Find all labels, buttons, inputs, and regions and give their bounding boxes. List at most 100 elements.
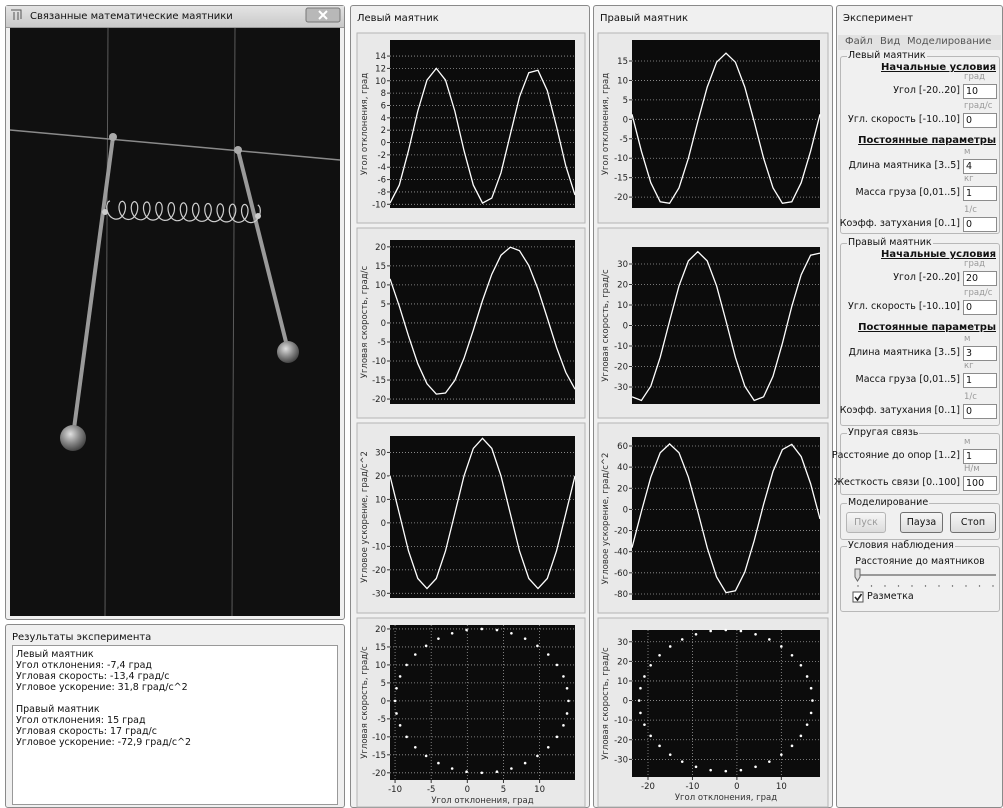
check-mark [854, 593, 863, 602]
x-tick-label: 5 [501, 785, 506, 795]
point [668, 645, 672, 648]
data-line [389, 67, 576, 204]
text-input[interactable]: 3 [963, 346, 997, 361]
text-input[interactable]: 20 [963, 271, 997, 286]
slider-thumb[interactable] [854, 568, 861, 582]
button[interactable]: Пауза [900, 512, 943, 533]
text-input[interactable]: 4 [963, 159, 997, 174]
y-tick-label: 20 [375, 243, 386, 253]
slider-tick [938, 585, 940, 587]
point [809, 711, 813, 715]
data-line [631, 52, 821, 205]
y-tick-label: -30 [614, 383, 628, 393]
point [724, 628, 728, 632]
menu-bar [838, 35, 1001, 50]
y-tick-label: -20 [372, 566, 386, 576]
point [639, 686, 642, 690]
pivot [109, 133, 117, 141]
scene-view [10, 28, 340, 616]
text-input[interactable]: 10 [963, 84, 997, 99]
x-tick-label: -10 [685, 782, 699, 792]
section-heading: Начальные условия [881, 249, 996, 260]
y-tick-label: 0 [381, 139, 386, 149]
y-tick-label: -10 [614, 342, 628, 352]
field-label: Жесткость связи [0..100] [833, 477, 960, 488]
y-tick-label: 6 [381, 101, 386, 111]
point [405, 663, 408, 667]
point [680, 760, 684, 764]
window-title: Левый маятник [357, 13, 439, 24]
point [495, 628, 499, 632]
field-label: Расстояние до опор [1..2] [831, 450, 960, 461]
point [754, 765, 757, 769]
text-input[interactable]: 0 [963, 300, 997, 315]
result-line: Угловое ускорение: 31,8 град/с^2 [16, 682, 188, 693]
unit-label: м [964, 147, 971, 157]
y-tick-label: -5 [378, 338, 386, 348]
point [565, 686, 569, 690]
y-tick-label: -15 [614, 174, 628, 184]
point [393, 699, 397, 703]
y-tick-label: 15 [617, 57, 628, 67]
x-tick-label: 10 [534, 785, 545, 795]
y-tick-label: 0 [623, 505, 628, 515]
point [562, 675, 565, 678]
title-bar [6, 6, 344, 28]
text-input[interactable]: 1 [963, 449, 997, 464]
y-tick-label: 0 [381, 319, 386, 329]
text-input[interactable]: 0 [963, 217, 997, 232]
point [536, 644, 539, 648]
window-title: Эксперимент [843, 13, 914, 24]
point [780, 645, 783, 648]
button[interactable]: Стоп [950, 512, 996, 533]
menu-item[interactable]: Файл [845, 36, 873, 47]
y-tick-label: -30 [614, 755, 628, 765]
point [562, 724, 565, 727]
result-line: Угловое ускорение: -72,9 град/с^2 [16, 737, 192, 748]
section-heading: Постоянные параметры [858, 322, 996, 333]
point [643, 675, 646, 678]
text-input[interactable]: 1 [963, 186, 997, 201]
results-text: Левый маятник Угол отклонения: -7,4 град У… [12, 645, 338, 805]
point [413, 745, 417, 749]
text-input[interactable]: 0 [963, 404, 997, 419]
button[interactable]: Пуск [846, 512, 886, 533]
y-tick-label: 2 [381, 126, 386, 136]
slider-tick [992, 585, 994, 587]
text-input[interactable]: 1 [963, 373, 997, 388]
y-tick-label: 40 [617, 463, 628, 473]
point [395, 712, 398, 715]
text-input[interactable]: 100 [963, 476, 997, 491]
menu-item[interactable]: Вид [880, 36, 901, 47]
section-heading: Начальные условия [881, 62, 996, 73]
point [768, 638, 771, 641]
y-tick-label: -6 [378, 176, 386, 186]
text-input[interactable]: 0 [963, 113, 997, 128]
y-tick-label: -10 [614, 154, 628, 164]
point [811, 699, 814, 702]
point [799, 663, 803, 667]
unit-label: кг [964, 361, 974, 371]
point [465, 628, 468, 632]
y-axis-label: Угловая скорость, град/с [601, 647, 611, 760]
menu-item[interactable]: Моделирование [907, 36, 992, 47]
spring-mount [102, 209, 108, 215]
point [658, 744, 661, 748]
unit-label: м [964, 437, 971, 447]
y-tick-label: 20 [617, 657, 628, 667]
results-window: Результаты эксперимента Левый маятник Уго… [5, 624, 345, 808]
field-label: Длина маятника [3..5] [848, 347, 960, 358]
point [437, 637, 440, 640]
y-tick-label: 30 [617, 638, 628, 648]
point [450, 767, 454, 770]
bob [277, 341, 299, 363]
point [754, 633, 757, 636]
point [790, 653, 794, 657]
checkbox[interactable] [852, 591, 864, 603]
unit-label: град [964, 72, 985, 82]
checkbox-label[interactable]: Разметка [867, 591, 914, 602]
point [395, 686, 398, 690]
point [465, 770, 468, 774]
y-tick-label: 12 [375, 64, 386, 74]
